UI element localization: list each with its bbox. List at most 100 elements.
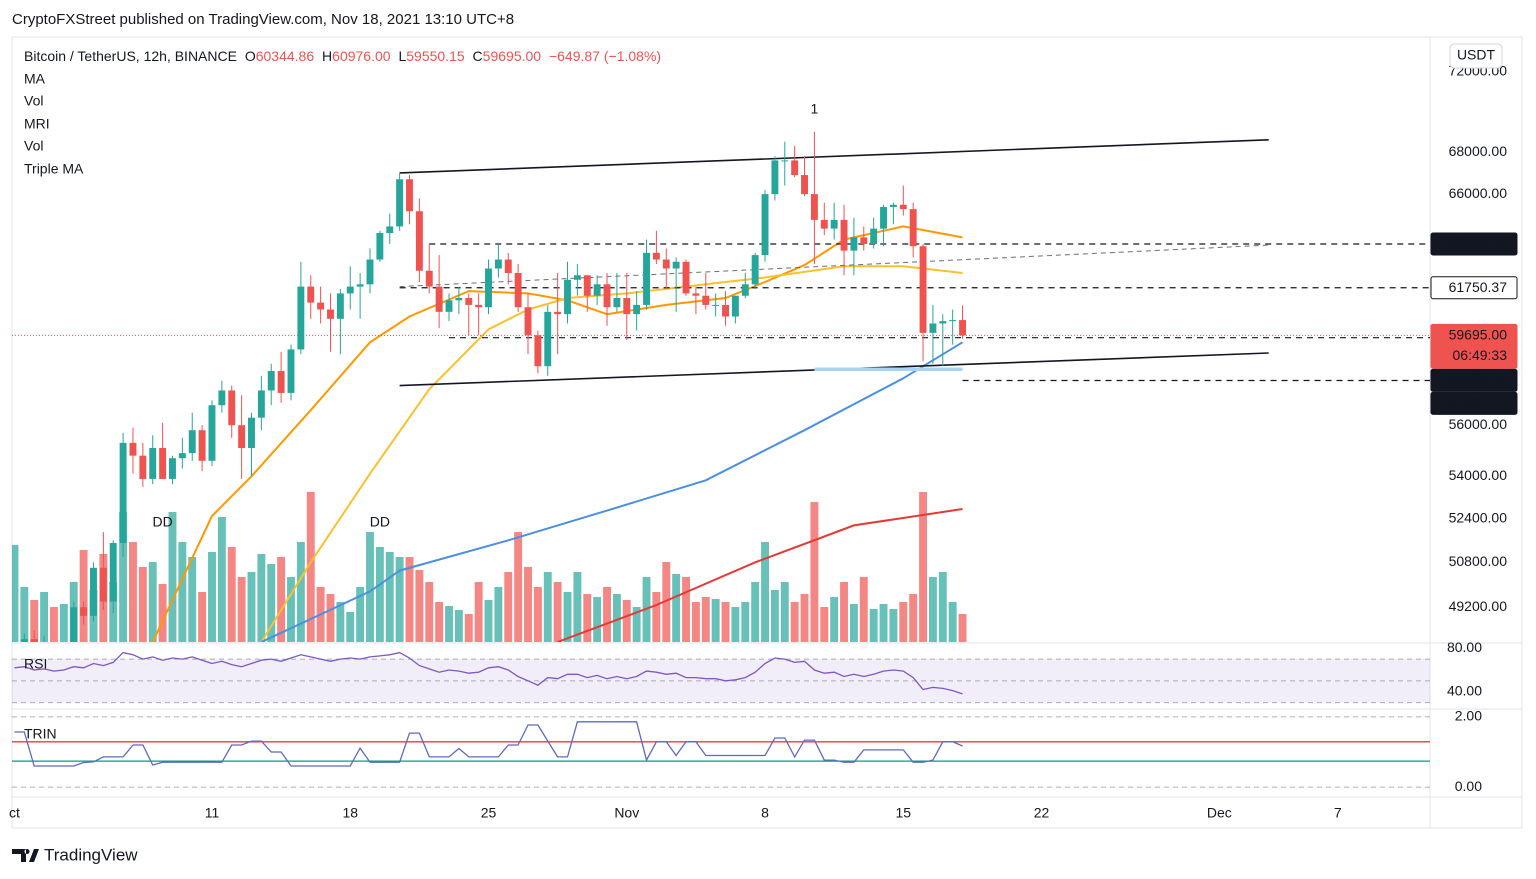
- candle-body: [435, 286, 443, 312]
- volume-bar: [385, 552, 394, 642]
- candle-body: [633, 304, 641, 315]
- volume-bar: [524, 567, 532, 642]
- candle-body: [781, 160, 789, 162]
- candle-body: [603, 284, 611, 308]
- candle-body: [415, 211, 423, 271]
- candle-body: [327, 309, 334, 319]
- y-tick-label: 40.00: [1447, 682, 1482, 698]
- y-tick-label: 2.00: [1455, 708, 1482, 724]
- legend-line: Bitcoin / TetherUS, 12h, BINANCE O60344.…: [24, 48, 661, 64]
- volume-bar: [553, 582, 562, 642]
- candle-body: [494, 259, 502, 269]
- volume-bar: [148, 562, 157, 642]
- volume-bar: [208, 552, 216, 642]
- y-tick-label: 56000.00: [1449, 416, 1508, 432]
- indicator-label: Vol: [24, 138, 43, 154]
- candle-body: [248, 417, 255, 448]
- candle-body: [267, 370, 275, 391]
- volume-bar: [800, 594, 809, 642]
- candle-body: [751, 255, 759, 285]
- candle-body: [850, 237, 858, 251]
- trin-pane: [12, 716, 1430, 788]
- candle-body: [287, 349, 295, 393]
- volume-bar: [59, 604, 68, 642]
- volume-bar: [306, 492, 315, 642]
- change: −649.87 (−1.08%): [549, 48, 661, 64]
- brand: TradingView: [44, 845, 138, 864]
- volume-bar: [770, 590, 779, 642]
- indicator-label: MRI: [24, 116, 50, 132]
- volume-bar: [573, 572, 582, 642]
- currency-box[interactable]: [1449, 43, 1503, 69]
- volume-bar: [346, 612, 355, 642]
- volume-bar: [217, 517, 226, 642]
- candle-body: [129, 442, 137, 456]
- candle-body: [139, 455, 147, 479]
- candle-body: [386, 226, 394, 233]
- candle-body: [257, 390, 265, 418]
- candle-body: [949, 320, 957, 322]
- candle-body: [919, 246, 927, 333]
- volume-bar: [790, 602, 799, 642]
- volume-bar: [899, 602, 908, 642]
- volume-bar: [948, 602, 957, 642]
- price-tag-label: 61750.37: [1449, 279, 1508, 295]
- volume-bar: [415, 570, 424, 642]
- candle-body: [346, 286, 354, 294]
- volume-bar: [731, 607, 740, 642]
- volume-bar: [395, 557, 404, 642]
- volume-bar: [405, 557, 414, 642]
- candle-body: [297, 286, 305, 350]
- y-tick-label: 49200.00: [1449, 598, 1508, 614]
- volume-bar: [138, 567, 147, 642]
- volume-bar: [494, 587, 503, 642]
- price-tag-label: 59595.34: [1449, 372, 1508, 388]
- candle-body: [702, 295, 710, 305]
- price-tag-label: 57807.74: [1449, 395, 1508, 411]
- candle-body: [801, 175, 808, 195]
- volume-bar: [632, 607, 641, 642]
- trin-line: [14, 721, 963, 767]
- moving-average: [260, 341, 964, 642]
- volume-bar: [267, 564, 276, 642]
- volume-bar: [909, 594, 918, 642]
- candle-body: [860, 237, 868, 244]
- candle-body: [178, 453, 186, 459]
- candle-body: [198, 430, 206, 461]
- candle-body: [959, 320, 967, 336]
- y-tick-label: 52400.00: [1449, 509, 1508, 525]
- y-tick-label: 50800.00: [1449, 553, 1508, 569]
- ohlc-key: L: [398, 48, 406, 64]
- trend-line: [399, 244, 1269, 288]
- currency[interactable]: USDT: [1457, 47, 1496, 63]
- x-tick-label: 7: [1334, 805, 1342, 821]
- candle-body: [70, 607, 78, 642]
- candle-body: [149, 447, 157, 479]
- candle-body: [623, 298, 631, 315]
- candle-body: [504, 259, 512, 273]
- volume-bar: [810, 502, 819, 642]
- rsi-line: [14, 651, 963, 695]
- volume-bar: [12, 545, 19, 642]
- y-tick-label: 68000.00: [1449, 143, 1508, 159]
- candle-body: [396, 179, 404, 227]
- volume-bar: [682, 577, 690, 642]
- candle-body: [613, 298, 621, 308]
- volume-bar: [287, 577, 295, 642]
- volume-bar: [820, 607, 829, 642]
- volume-bar: [20, 587, 29, 642]
- price-tag: [1430, 323, 1518, 369]
- candle-body: [682, 261, 690, 294]
- volume-bar: [741, 602, 750, 642]
- pane-label: RSI: [24, 656, 47, 672]
- candle-body: [672, 261, 680, 269]
- rsi-pane: [12, 651, 1430, 704]
- annotation: 1: [811, 100, 819, 116]
- candle-body: [810, 194, 818, 220]
- candle-body: [692, 293, 700, 296]
- volume-bar: [652, 592, 661, 642]
- candle-body: [465, 298, 473, 305]
- volume-bar: [928, 577, 937, 642]
- volume-bar: [563, 592, 572, 642]
- volume-bar: [435, 602, 444, 642]
